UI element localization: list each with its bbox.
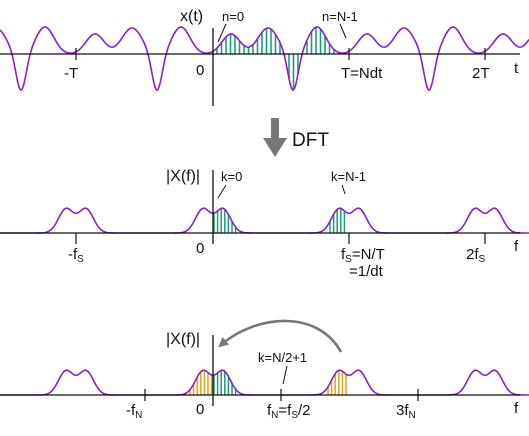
dft-transform-arrow: DFT: [263, 118, 329, 157]
origin-label-spectrum: 0: [196, 240, 204, 257]
time-signal-curve: [0, 27, 529, 90]
last-bin-pointer: [342, 185, 345, 194]
mid-bin-pointer: [283, 366, 287, 384]
shifted-xlabel: f: [514, 400, 519, 417]
time-ylabel: x(t): [180, 8, 203, 25]
last-sample-label: n=N-1: [322, 9, 358, 24]
tick-label-2fs: 2fS: [466, 246, 486, 265]
spectrum-xlabel: f: [514, 238, 519, 255]
first-sample-label: n=0: [222, 9, 244, 24]
time-xlabel: t: [514, 60, 519, 77]
dft-arrow-head: [263, 138, 287, 157]
dft-arrow-shaft: [271, 118, 279, 140]
tick-label-T: T=Ndt: [341, 65, 383, 82]
origin-label-time: 0: [196, 62, 204, 79]
spectrum-ylabel: |X(f)|: [166, 168, 200, 185]
first-bin-label: k=0: [221, 169, 242, 184]
time-domain-panel: x(t) 0 -T T=Ndt 2T t n=0 n=N-1: [0, 8, 529, 106]
tick-label-neg-fs: -fS: [68, 246, 84, 265]
spectrum-panel: |X(f)| 0 -fS fS=N/T =1/dt 2fS f k=0 k=N-…: [0, 168, 529, 280]
mid-bin-label: k=N/2+1: [258, 350, 307, 365]
spectrum-curve: [0, 208, 529, 233]
last-bin-label: k=N-1: [331, 169, 366, 184]
last-sample-pointer: [340, 24, 346, 38]
tick-label-neg-fN: -fN: [126, 402, 142, 421]
tick-label-2T: 2T: [472, 65, 490, 82]
tick-label-neg-T: -T: [64, 65, 78, 82]
dft-label: DFT: [292, 130, 329, 151]
tick-label-fs-line2: =1/dt: [349, 263, 384, 280]
fold-arrow: [222, 321, 341, 352]
tick-label-3fN: 3fN: [396, 402, 416, 421]
shifted-ylabel: |X(f)|: [166, 331, 200, 348]
tick-label-fN: fN=fS/2: [267, 402, 311, 421]
shifted-spectrum-panel: |X(f)| 0 -fN fN=fS/2 3fN f k=N/2+1: [0, 321, 529, 421]
shifted-spectrum-curve: [0, 370, 529, 395]
first-bin-pointer: [218, 185, 226, 198]
origin-label-shifted: 0: [196, 401, 204, 418]
